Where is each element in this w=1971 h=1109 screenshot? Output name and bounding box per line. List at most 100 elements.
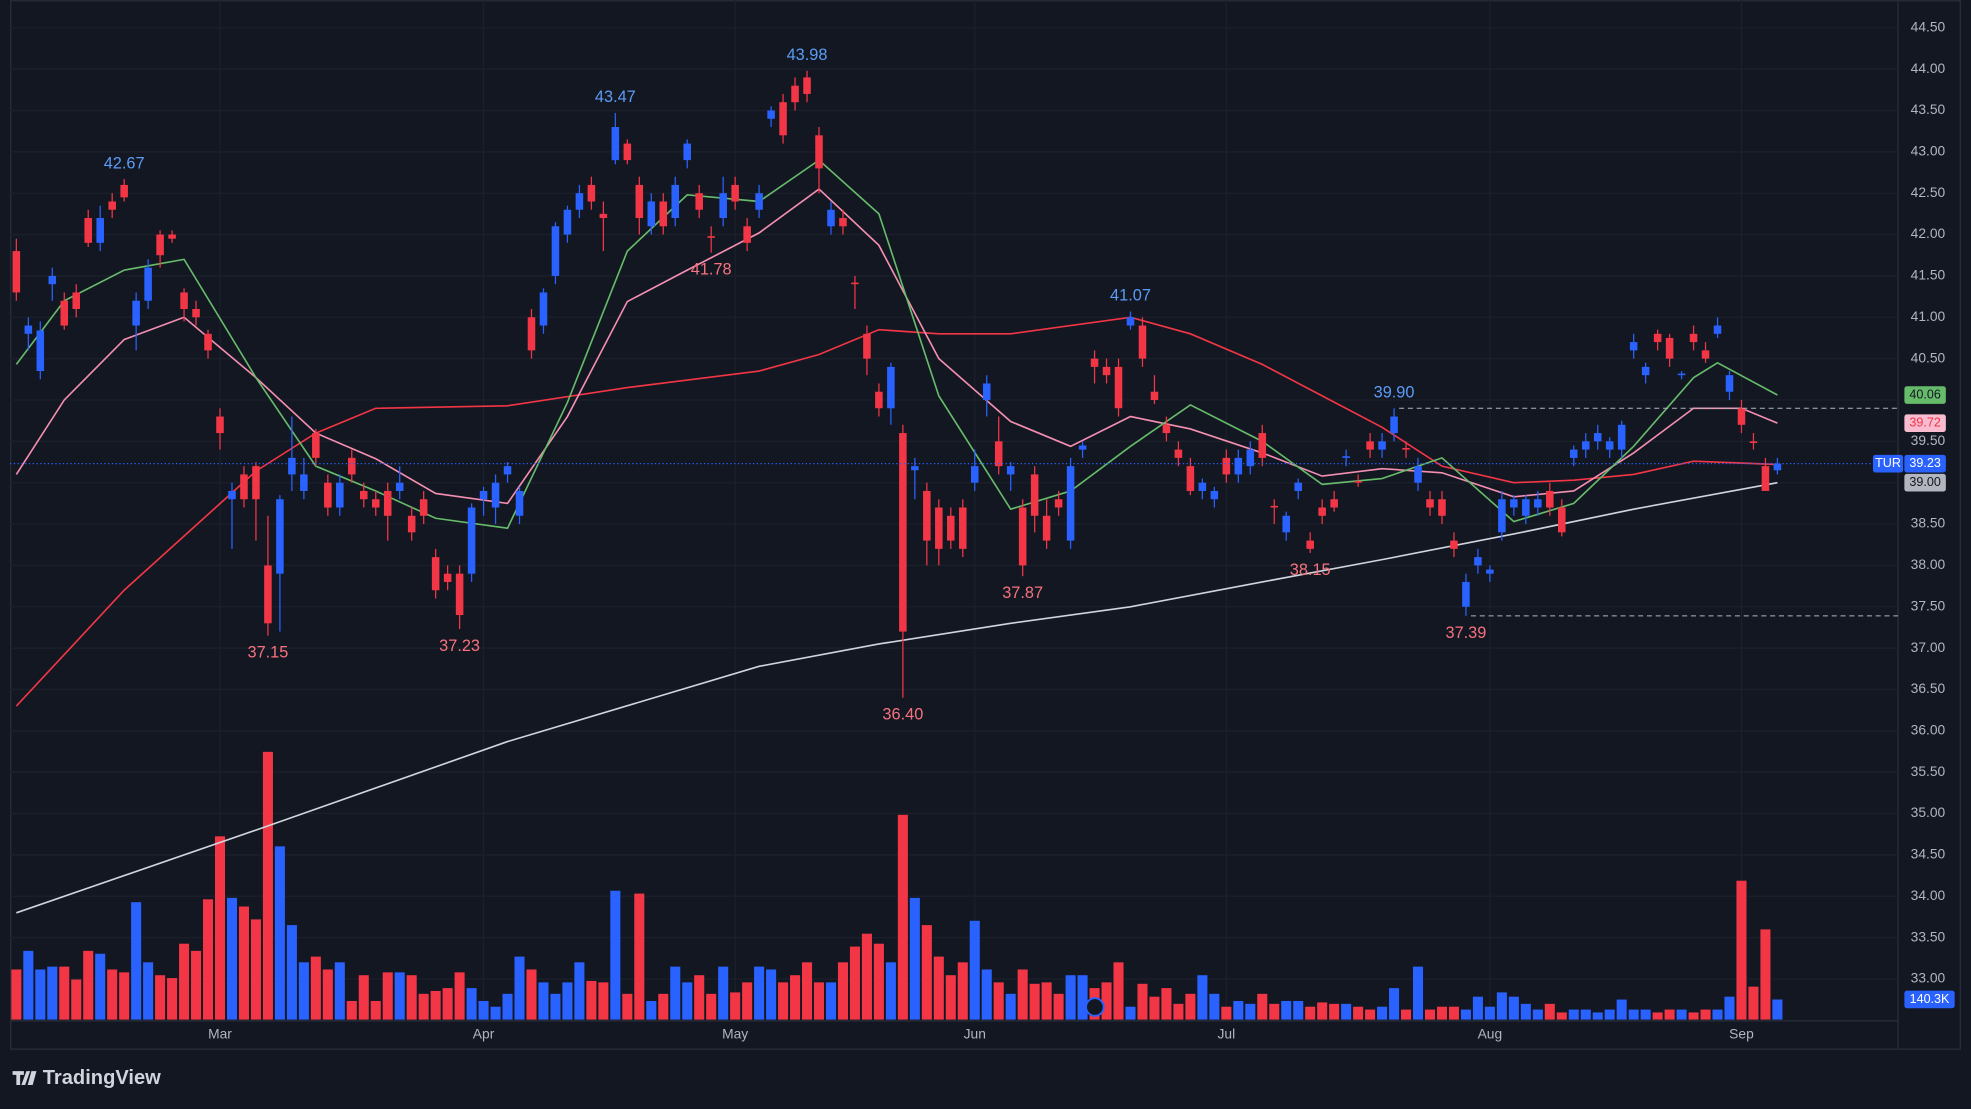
y-tick-label: 33.00 — [1911, 970, 1946, 986]
volume-bar — [694, 975, 705, 1020]
price-annotation: 37.23 — [439, 637, 480, 655]
x-tick-label: Apr — [473, 1025, 495, 1041]
candle-body — [1558, 507, 1566, 533]
y-tick-label: 44.50 — [1911, 18, 1946, 34]
volume-bar — [334, 962, 345, 1020]
candle-body — [887, 366, 895, 409]
volume-bar — [802, 962, 813, 1020]
volume-bar — [418, 993, 429, 1020]
x-tick-label: Mar — [208, 1025, 232, 1041]
candle-body — [575, 193, 584, 210]
volume-bar — [1269, 1003, 1280, 1020]
volume-bar — [825, 982, 837, 1020]
price-annotation: 37.15 — [247, 644, 288, 662]
candle-body — [1114, 366, 1123, 409]
candle-body — [48, 275, 57, 285]
candle-body — [1689, 333, 1698, 343]
y-tick-label: 37.50 — [1911, 597, 1946, 613]
candle-body — [994, 441, 1003, 467]
price-badge — [1904, 454, 1946, 473]
y-tick-label: 43.50 — [1911, 101, 1946, 117]
volume-bar — [766, 969, 777, 1020]
moving-average — [15, 316, 1778, 707]
candle-body — [659, 201, 668, 227]
y-tick-label: 34.50 — [1911, 846, 1946, 862]
volume-bar — [1592, 1012, 1603, 1020]
volume-bar — [1125, 1006, 1136, 1020]
candle-body — [264, 565, 272, 624]
overlays: 42.67 43.47 43.98 41.78 41.07 39.90 37.15 37.23… — [10, 46, 1955, 1009]
volume-bar — [95, 953, 106, 1020]
candle-body — [1174, 449, 1183, 458]
volume-bar — [370, 1000, 381, 1020]
volume-bar — [1604, 1009, 1615, 1020]
volume-bar — [466, 988, 477, 1020]
price-annotation: 39.90 — [1374, 383, 1415, 401]
volume-bar — [634, 893, 645, 1020]
volume-bar — [1245, 1003, 1256, 1020]
candle-body — [875, 391, 883, 409]
volume-bar — [730, 992, 741, 1020]
volume-bar — [1209, 993, 1220, 1020]
volume-bar — [969, 920, 980, 1020]
candle-body — [336, 482, 344, 508]
candle-body — [767, 110, 775, 119]
volume-bar — [598, 982, 609, 1020]
candle-body — [551, 226, 560, 276]
candle-body — [671, 184, 680, 219]
event-icon[interactable] — [1085, 997, 1105, 1017]
price-annotation: 41.07 — [1110, 287, 1151, 305]
candle-body — [1366, 441, 1374, 450]
x-tick-label: Aug — [1478, 1025, 1503, 1041]
volume-badge — [1904, 990, 1955, 1009]
volume-bar — [1101, 982, 1112, 1020]
price-badge-label: 39.00 — [1909, 475, 1940, 489]
y-tick-label: 35.50 — [1911, 763, 1946, 779]
volume-bar — [682, 982, 693, 1020]
volume-bar — [1568, 1009, 1579, 1020]
volume-bar — [1748, 986, 1759, 1020]
candle-body — [1342, 456, 1350, 458]
logo-icon — [12, 1071, 37, 1085]
candle-body — [911, 466, 919, 471]
candle-body — [1018, 507, 1027, 566]
volume-bar — [262, 751, 273, 1020]
candle-body — [407, 515, 416, 533]
volume-bar — [538, 982, 549, 1020]
candle-body — [1510, 499, 1518, 508]
volume-bar — [322, 969, 333, 1020]
volume-bar — [837, 962, 848, 1020]
volume-bar — [1005, 993, 1016, 1020]
candle-body — [1749, 441, 1758, 443]
candle-body — [1569, 449, 1578, 458]
volume-bar — [454, 972, 465, 1020]
candle-body — [1258, 433, 1267, 458]
candle-body — [755, 193, 763, 210]
volume-bar — [478, 1000, 489, 1020]
candle-body — [431, 557, 440, 591]
volume-bar — [490, 1006, 501, 1020]
volume-bar — [1065, 975, 1076, 1020]
candle-body — [1102, 366, 1111, 376]
volume-bar — [119, 972, 130, 1020]
volume-bar — [861, 933, 872, 1020]
volume-bar — [945, 975, 956, 1020]
logo[interactable]: TradingView — [12, 1067, 162, 1089]
volume-bar — [1508, 996, 1519, 1020]
y-tick-label: 42.00 — [1911, 225, 1946, 241]
volume-bar — [813, 982, 825, 1020]
candle-body — [1677, 373, 1686, 376]
candle-body — [1462, 581, 1470, 607]
candle-body — [1438, 499, 1446, 516]
volume-bar — [47, 966, 58, 1020]
volume-bar — [646, 1000, 657, 1020]
candle-body — [719, 193, 727, 219]
volume-bar — [957, 962, 968, 1020]
volume-bar — [155, 975, 166, 1020]
volume-bar — [214, 836, 226, 1020]
moving-average — [16, 481, 1778, 914]
volume-bar — [1424, 1009, 1436, 1020]
candle-body — [383, 490, 392, 516]
volume-bar — [179, 943, 190, 1020]
y-tick-label: 33.50 — [1911, 928, 1946, 944]
